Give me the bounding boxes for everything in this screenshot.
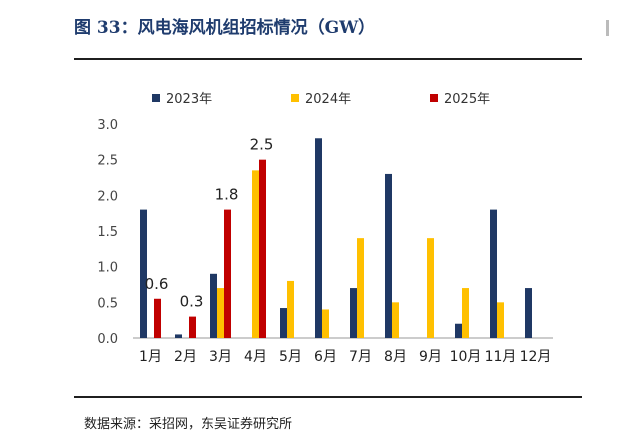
bar-2023年	[385, 173, 392, 338]
bar-2023年	[280, 308, 287, 338]
data-label: 1.8	[215, 186, 239, 204]
bar-2025年	[224, 209, 231, 338]
x-tick-label: 2月	[174, 349, 197, 365]
bar-2025年	[154, 298, 161, 338]
page-title: 图 33：风电海风机组招标情况（GW）	[74, 18, 376, 38]
bar-2024年	[462, 288, 469, 338]
bar-2024年	[252, 170, 259, 338]
x-tick-label: 6月	[314, 349, 337, 365]
x-tick-label: 7月	[349, 349, 372, 365]
y-tick-label: 0.0	[97, 332, 118, 347]
data-label: 0.6	[145, 275, 169, 293]
bar-2024年	[497, 302, 504, 338]
x-tick-label: 5月	[279, 349, 302, 365]
bar-2024年	[427, 238, 434, 338]
bar-2023年	[315, 138, 322, 338]
bar-2023年	[140, 209, 147, 338]
next-panel-edge	[606, 20, 609, 36]
bar-2023年	[490, 209, 497, 338]
bar-2024年	[217, 288, 224, 338]
x-tick-label: 11月	[485, 349, 517, 365]
bar-2025年	[189, 316, 196, 338]
y-tick-label: 3.0	[97, 118, 118, 133]
bar-2023年	[350, 288, 357, 338]
legend-swatch	[430, 94, 438, 102]
bar-2024年	[392, 302, 399, 338]
x-tick-label: 10月	[450, 349, 482, 365]
data-label: 2.5	[250, 136, 274, 154]
bar-2023年	[525, 288, 532, 338]
y-tick-label: 1.5	[97, 225, 118, 240]
data-label: 0.3	[180, 293, 204, 311]
x-tick-label: 4月	[244, 349, 267, 365]
bar-2024年	[322, 309, 329, 338]
x-tick-label: 3月	[209, 349, 232, 365]
footer-rule	[74, 396, 582, 398]
bar-2023年	[175, 334, 182, 338]
bar-2023年	[455, 323, 462, 338]
legend-label: 2024年	[305, 92, 351, 107]
title-rule	[74, 58, 582, 60]
legend-swatch	[291, 94, 299, 102]
x-tick-label: 8月	[384, 349, 407, 365]
bar-2024年	[287, 280, 294, 338]
source-note: 数据来源：采招网，东吴证券研究所	[84, 417, 293, 432]
bar-2025年	[259, 159, 266, 338]
x-tick-label: 1月	[139, 349, 162, 365]
bar-2023年	[210, 273, 217, 338]
x-tick-label: 9月	[419, 349, 442, 365]
y-tick-label: 0.5	[97, 296, 118, 311]
bar-2024年	[357, 238, 364, 338]
y-tick-label: 2.0	[97, 189, 118, 204]
legend-label: 2023年	[166, 92, 212, 107]
legend-label: 2025年	[444, 92, 490, 107]
x-tick-label: 12月	[520, 349, 552, 365]
y-tick-label: 1.0	[97, 261, 118, 276]
y-tick-label: 2.5	[97, 154, 118, 169]
legend-swatch	[152, 94, 160, 102]
